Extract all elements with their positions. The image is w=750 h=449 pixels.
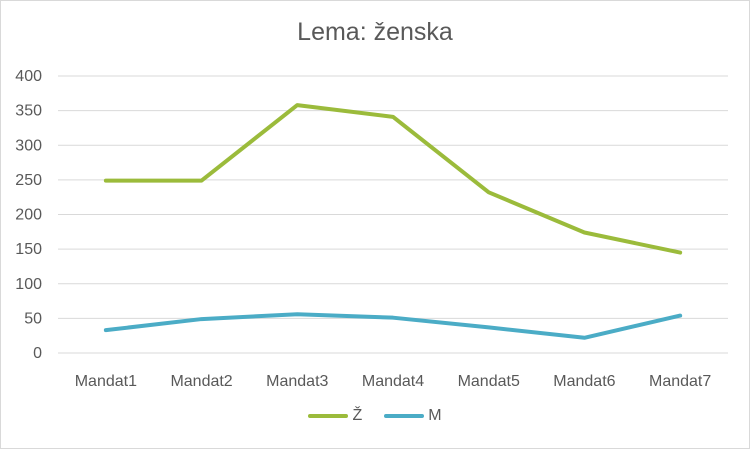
data-point xyxy=(583,337,585,339)
data-point xyxy=(201,180,203,182)
x-tick-label: Mandat6 xyxy=(553,373,615,390)
y-tick-label: 50 xyxy=(24,310,42,327)
y-tick-label: 250 xyxy=(15,172,42,189)
y-axis-ticks: 0 50 100 150 200 250 300 350 400 xyxy=(15,68,42,362)
series-lines xyxy=(103,103,683,340)
x-tick-label: Mandat7 xyxy=(649,373,711,390)
legend-item-zenska: Ž xyxy=(308,407,362,425)
x-tick-label: Mandat3 xyxy=(266,373,328,390)
data-point xyxy=(105,180,107,182)
legend-label-moski: M xyxy=(428,407,442,424)
legend-swatch-moski xyxy=(384,414,425,418)
x-tick-label: Mandat5 xyxy=(458,373,520,390)
y-tick-label: 200 xyxy=(15,207,42,224)
data-point xyxy=(296,104,298,106)
series-line-0 xyxy=(103,103,683,255)
x-tick-label: Mandat4 xyxy=(362,373,424,390)
data-point xyxy=(679,252,681,254)
data-point xyxy=(296,313,298,315)
y-tick-label: 400 xyxy=(15,68,42,85)
x-axis-ticks: Mandat1 Mandat2 Mandat3 Mandat4 Mandat5 Manda… xyxy=(75,373,712,390)
y-tick-label: 100 xyxy=(15,276,42,293)
data-point xyxy=(392,317,394,319)
data-point xyxy=(488,326,490,328)
y-tick-label: 150 xyxy=(15,241,42,258)
legend-swatch-zenska xyxy=(308,414,349,418)
data-point xyxy=(488,191,490,193)
data-point xyxy=(201,318,203,320)
chart-title: Lema: ženska xyxy=(297,18,453,46)
data-point xyxy=(679,315,681,317)
y-tick-label: 300 xyxy=(15,137,42,154)
y-tick-label: 0 xyxy=(33,345,42,362)
legend-item-moski: M xyxy=(384,407,442,425)
data-point xyxy=(105,329,107,331)
data-point xyxy=(392,116,394,118)
data-point xyxy=(583,232,585,234)
legend-label-zenska: Ž xyxy=(352,407,363,424)
x-tick-label: Mandat1 xyxy=(75,373,137,390)
legend: Ž M xyxy=(0,407,750,425)
y-tick-label: 350 xyxy=(15,103,42,120)
x-tick-label: Mandat2 xyxy=(170,373,232,390)
